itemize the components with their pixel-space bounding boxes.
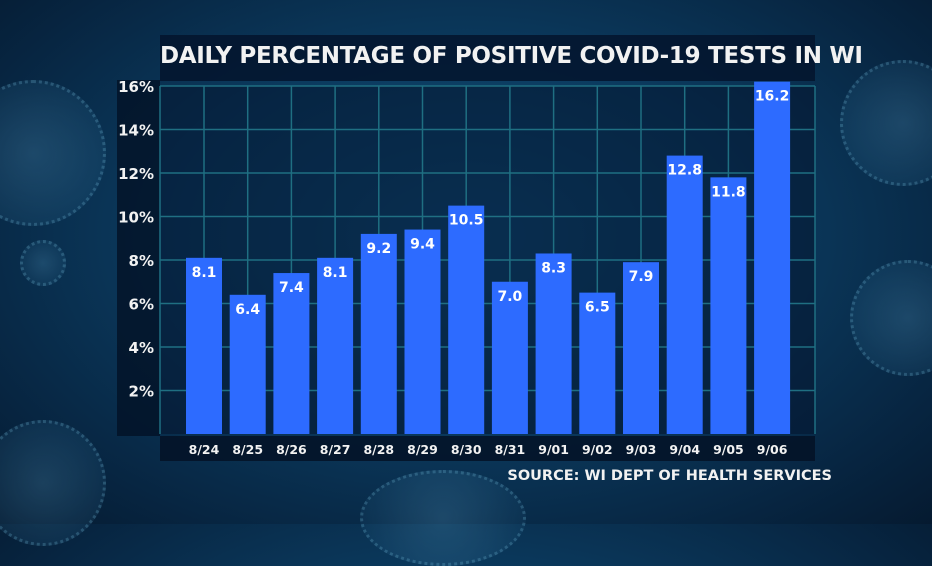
y-tick-label: 12% (118, 165, 154, 183)
bar-chart: 2% 4% 6% 8% 10% 12% 14% 16% 8.1 8/24 6.4 8/25 7.4 8/2… (118, 78, 816, 457)
y-tick-label: 16% (118, 78, 154, 96)
y-tick-label: 4% (129, 339, 154, 357)
y-tick-label: 10% (118, 209, 154, 227)
bar-value-label: 10.5 (449, 213, 484, 229)
x-tick-label: 8/25 (232, 442, 263, 457)
bar (404, 229, 441, 434)
x-tick-label: 8/30 (451, 442, 482, 457)
bar-value-label: 6.5 (585, 300, 610, 316)
bar-value-label: 7.9 (629, 269, 654, 285)
bar (535, 253, 572, 434)
x-axis-panel (160, 436, 815, 461)
virus-decoration (850, 260, 932, 376)
bar (186, 257, 222, 434)
bar-value-label: 7.0 (497, 289, 522, 305)
bar (360, 233, 397, 434)
x-tick-label: 8/28 (363, 442, 394, 457)
x-tick-label: 8/27 (320, 442, 351, 457)
bar-value-label: 8.1 (323, 265, 348, 281)
bar-value-label: 16.2 (755, 89, 790, 105)
x-tick-label: 8/29 (407, 442, 438, 457)
bar-value-label: 12.8 (667, 163, 702, 179)
source-note: SOURCE: WI DEPT OF HEALTH SERVICES (507, 468, 832, 484)
bar-value-label: 11.8 (711, 184, 746, 200)
bar-value-label: 9.2 (366, 241, 391, 257)
bar (623, 262, 659, 434)
y-tick-label: 6% (129, 296, 154, 314)
x-tick-label: 9/03 (626, 442, 657, 457)
bar-value-label: 9.4 (410, 237, 435, 253)
bar (273, 273, 310, 434)
bar (754, 81, 791, 435)
bar-value-label: 8.3 (541, 260, 566, 276)
bar (229, 294, 266, 434)
virus-decoration (20, 240, 66, 286)
x-tick-label: 8/26 (276, 442, 307, 457)
bar-value-label: 7.4 (279, 280, 304, 296)
bar (448, 205, 485, 434)
x-tick-label: 9/05 (713, 442, 744, 457)
virus-decoration (840, 60, 932, 186)
y-tick-label: 8% (129, 252, 154, 270)
x-tick-label: 8/31 (495, 442, 526, 457)
bar-value-label: 6.4 (235, 302, 260, 318)
y-tick-label: 14% (118, 122, 154, 140)
x-tick-label: 9/04 (669, 442, 700, 457)
bar (710, 177, 747, 434)
title-box: DAILY PERCENTAGE OF POSITIVE COVID-19 TE… (160, 35, 863, 81)
x-tick-label: 9/02 (582, 442, 613, 457)
chart-title: DAILY PERCENTAGE OF POSITIVE COVID-19 TE… (160, 43, 863, 69)
bar-value-label: 8.1 (192, 265, 217, 281)
y-tick-label: 2% (129, 383, 154, 401)
bar (317, 257, 354, 434)
x-tick-label: 9/06 (757, 442, 788, 457)
bar (666, 155, 703, 434)
x-tick-label: 8/24 (189, 442, 220, 457)
bar (579, 292, 616, 434)
y-axis-panel (117, 80, 160, 436)
bar (491, 281, 528, 434)
x-tick-label: 9/01 (538, 442, 569, 457)
